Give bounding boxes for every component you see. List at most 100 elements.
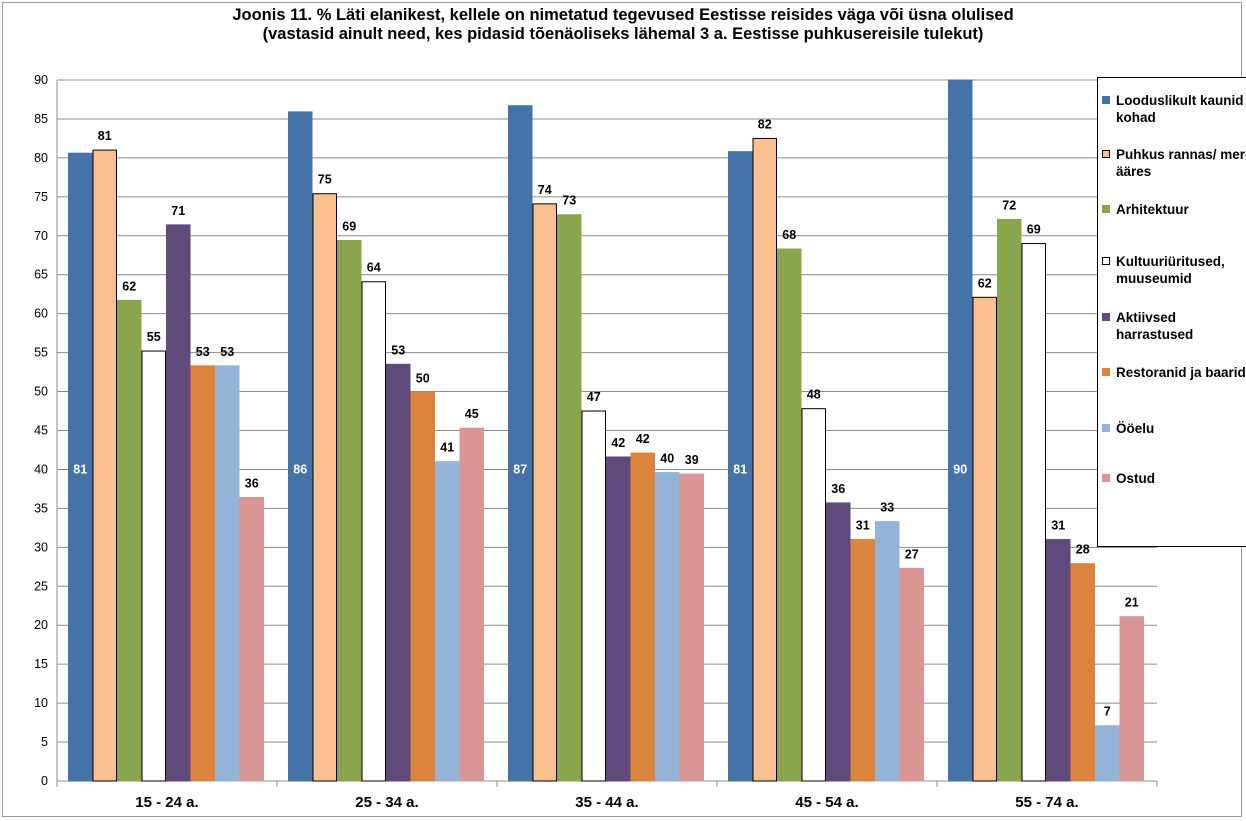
bar [1095,725,1120,782]
bar [606,456,631,782]
bar [1119,616,1144,782]
data-label: 28 [1076,543,1090,557]
bar [190,365,215,782]
data-label: 33 [880,501,894,515]
y-tick-label: 75 [34,190,48,204]
legend-label: Arhitektuur [1116,202,1189,217]
data-label: 69 [1027,223,1041,237]
legend-label: Ostud [1116,471,1155,486]
data-label: 86 [293,462,307,476]
data-label: 7 [1104,705,1111,719]
bar [532,203,557,782]
bar [92,149,117,782]
data-label: 74 [538,183,552,197]
data-label: 90 [953,462,967,476]
bar [288,111,313,782]
data-label: 69 [342,219,356,233]
y-tick-label: 45 [34,424,48,438]
y-tick-label: 10 [34,696,48,710]
legend-label: Ööelu [1116,421,1155,436]
data-label: 62 [978,276,992,290]
bar [655,472,680,782]
legend-swatch [1102,474,1110,482]
data-label: 55 [147,330,161,344]
bar [899,567,924,782]
data-label: 73 [562,194,576,208]
data-label: 53 [196,345,210,359]
bar [948,79,973,782]
y-tick-label: 65 [34,268,48,282]
bar [972,296,997,782]
data-label: 81 [733,462,747,476]
data-label: 42 [636,432,650,446]
bar [875,521,900,782]
data-label: 81 [73,462,87,476]
data-label: 71 [171,204,185,218]
y-tick-label: 30 [34,540,48,554]
legend-swatch [1102,257,1110,265]
data-label: 82 [758,117,772,131]
data-label: 31 [856,519,870,533]
bar [826,502,851,782]
data-label: 21 [1125,596,1139,610]
bar [435,461,460,782]
data-label: 68 [782,228,796,242]
bar [239,496,264,782]
data-label: 64 [367,261,381,275]
chart-legend: Looduslikult kaunid kohad Puhkus rannas/ … [1097,77,1246,547]
x-tick-label: 45 - 54 a. [795,794,858,811]
y-tick-label: 15 [34,657,48,671]
data-label: 50 [416,371,430,385]
bar [215,365,240,782]
legend-label: Aktiivsed harrastused [1116,310,1194,342]
bar [68,152,93,782]
y-tick-label: 55 [34,346,48,360]
bar [459,427,484,782]
bar [410,391,435,782]
y-tick-label: 90 [34,73,48,87]
bar [850,539,875,782]
bar [508,105,533,782]
y-tick-label: 20 [34,618,48,632]
x-tick-label: 35 - 44 a. [575,794,638,811]
legend-label: Kultuuriüritused, muuseumid [1116,254,1225,286]
y-tick-label: 80 [34,151,48,165]
bar [728,151,753,782]
data-label: 39 [685,453,699,467]
bar [1046,539,1071,782]
data-label: 45 [465,407,479,421]
legend-swatch [1102,368,1110,376]
data-label: 36 [831,482,845,496]
y-tick-label: 35 [34,501,48,515]
data-label: 40 [660,452,674,466]
y-tick-label: 60 [34,307,48,321]
bar [801,408,826,782]
x-tick-label: 55 - 74 a. [1015,794,1078,811]
legend-label: Puhkus rannas/ mere ääres [1116,147,1246,179]
bar [386,363,411,782]
bar [361,281,386,782]
bar [557,214,582,782]
legend-swatch [1102,96,1110,104]
data-label: 36 [245,476,259,490]
data-label: 47 [587,390,601,404]
bar [997,218,1022,782]
legend-swatch [1102,150,1110,158]
legend-swatch [1102,424,1110,432]
bar [312,193,337,782]
legend-label: Looduslikult kaunid kohad [1116,93,1244,125]
bar [581,410,606,782]
y-tick-label: 0 [41,774,48,788]
data-label: 42 [611,436,625,450]
y-tick-label: 5 [41,735,48,749]
data-label: 48 [807,388,821,402]
chart-title-line-1: Joonis 11. % Läti elanikest, kellele on … [232,6,1014,24]
bar [777,248,802,782]
data-label: 81 [98,129,112,143]
x-tick-label: 15 - 24 a. [135,794,198,811]
bar [630,452,655,782]
bar [1021,243,1046,782]
bar [117,299,142,782]
legend-swatch [1102,205,1110,213]
